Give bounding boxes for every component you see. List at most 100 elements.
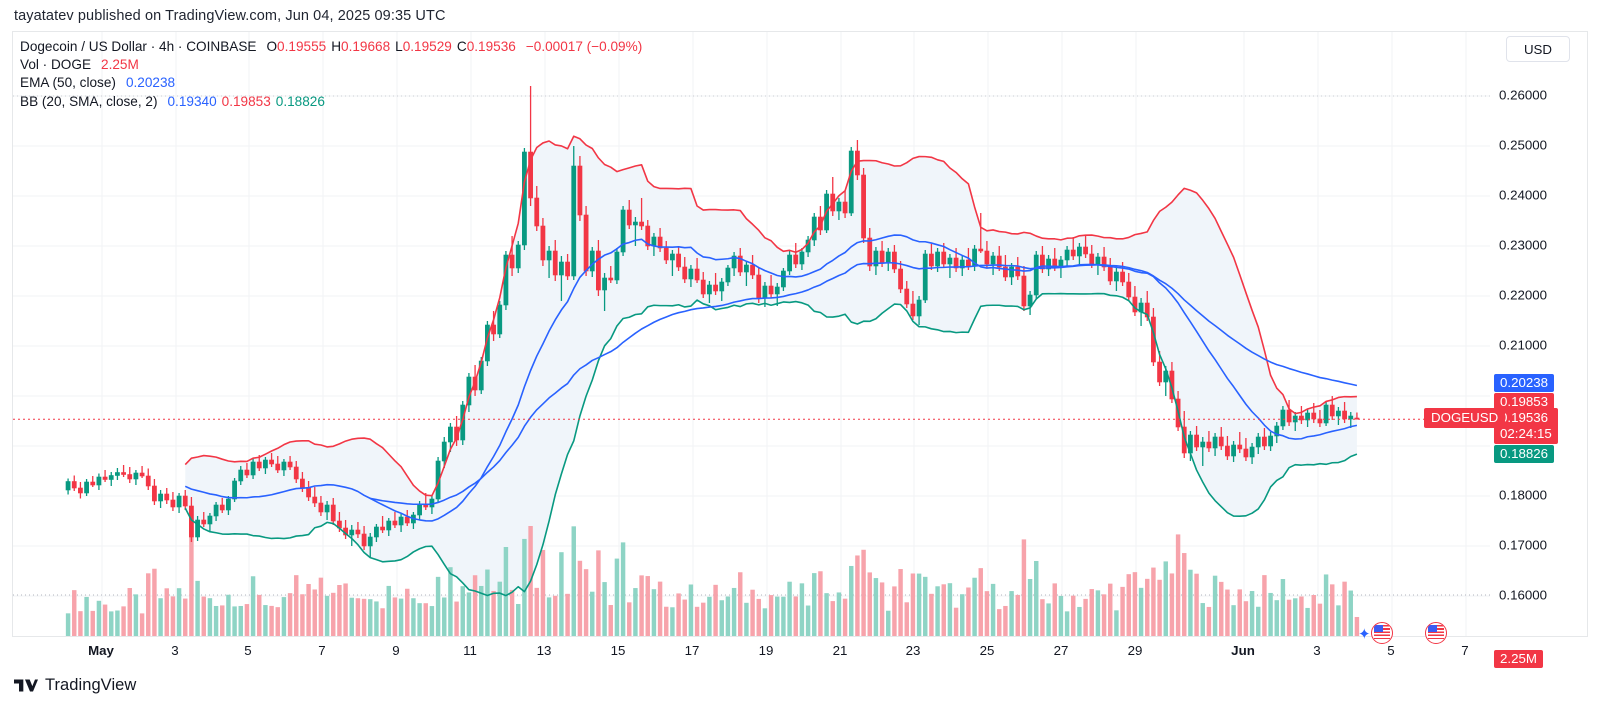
- candle-body: [195, 519, 200, 538]
- candle-body: [238, 469, 244, 482]
- candle-body: [559, 261, 564, 276]
- economic-event-flag-us-1[interactable]: [1371, 622, 1393, 644]
- volume-bar: [503, 547, 509, 636]
- volume-bar: [1132, 572, 1138, 636]
- candle-body: [380, 526, 385, 531]
- volume-bar: [799, 583, 805, 636]
- volume-bar: [633, 588, 638, 636]
- candle-body: [1268, 435, 1273, 447]
- volume-bar: [1108, 583, 1113, 636]
- sparkle-icon: ✦: [1358, 626, 1371, 643]
- ticker-price-line-label: DOGEUSD: [1424, 408, 1506, 429]
- candle-body: [1070, 249, 1076, 257]
- candle-body: [663, 247, 669, 261]
- candle-body: [1200, 441, 1206, 448]
- volume-bar: [133, 594, 139, 636]
- volume-bar: [1274, 600, 1279, 636]
- volume-bar: [1354, 616, 1360, 636]
- volume-bar: [429, 606, 435, 636]
- volume-bar: [287, 593, 293, 636]
- volume-bar: [158, 598, 163, 636]
- last-price-value: 0.19536: [1500, 410, 1549, 426]
- candle-body: [540, 225, 546, 261]
- candle-body: [1027, 294, 1033, 307]
- candle-body: [1126, 281, 1132, 298]
- price-axis[interactable]: USD 0.26000 0.25000 0.24000 0.23000 0.22000 0…: [1489, 31, 1588, 668]
- candle-body: [552, 250, 558, 276]
- candle-body: [676, 253, 681, 268]
- volume-bar: [1169, 573, 1175, 636]
- candle-body: [1255, 436, 1261, 448]
- volume-bar: [713, 584, 718, 636]
- volume-bar: [516, 603, 521, 636]
- candle-body: [127, 474, 133, 480]
- candle-body: [1157, 361, 1162, 383]
- candle-body: [583, 214, 589, 272]
- currency-badge[interactable]: USD: [1506, 36, 1570, 62]
- volume-bar: [824, 593, 829, 636]
- candle-body: [392, 520, 398, 526]
- volume-bar: [546, 597, 552, 636]
- volume-bar: [978, 568, 983, 636]
- candle-body: [1336, 410, 1341, 417]
- candle-body: [281, 461, 287, 471]
- volume-bar: [744, 602, 749, 636]
- candle-body: [213, 504, 219, 517]
- volume-bar: [306, 584, 311, 636]
- time-axis[interactable]: May 3 5 7 9 11 13 15 17 19 21 23 25 27 29 Jun 3 5 7: [12, 636, 1588, 665]
- volume-bar: [1046, 603, 1051, 636]
- candle-body: [959, 259, 965, 269]
- candle-body: [848, 150, 854, 214]
- candle-body: [799, 251, 805, 265]
- volume-bar: [1330, 584, 1335, 636]
- candle-body: [953, 257, 959, 269]
- volume-bar: [1206, 606, 1212, 636]
- candle-body: [873, 250, 879, 267]
- candle-body: [1348, 415, 1354, 420]
- candle-body: [1046, 258, 1051, 270]
- candle-body: [300, 478, 305, 489]
- candle-body: [1003, 266, 1008, 278]
- candle-body: [84, 481, 89, 494]
- volume-bar: [565, 593, 570, 636]
- volume-bar: [886, 610, 891, 636]
- candle-body: [1329, 404, 1335, 417]
- candle-body: [1040, 254, 1045, 270]
- volume-bar: [84, 596, 89, 636]
- candle-body: [108, 475, 114, 480]
- candle-body: [700, 279, 706, 295]
- grid-lines: [13, 32, 1490, 664]
- time-axis-tick: 7: [1461, 643, 1469, 658]
- volume-bar: [935, 586, 940, 636]
- volume-bar: [1268, 592, 1273, 636]
- volume-bar: [590, 591, 595, 636]
- price-axis-tick: 0.22000: [1499, 287, 1548, 303]
- economic-event-flag-us-2[interactable]: [1425, 622, 1447, 644]
- candle-body: [744, 264, 749, 273]
- volume-bar: [164, 588, 169, 636]
- volume-bar: [1034, 560, 1039, 636]
- volume-bar: [78, 611, 83, 636]
- volume-bar: [374, 601, 379, 636]
- time-axis-tick: 23: [905, 643, 921, 658]
- candle-body: [1120, 271, 1125, 283]
- candle-body: [448, 426, 453, 443]
- volume-bar: [855, 555, 860, 636]
- chart-plot-area[interactable]: Dogecoin / US Dollar · 4h · COINBASE O0.1…: [12, 31, 1588, 665]
- volume-bar: [873, 578, 879, 636]
- candle-body: [306, 487, 311, 498]
- candle-body: [1077, 246, 1082, 257]
- volume-bar: [738, 572, 743, 636]
- candle-body: [750, 264, 755, 276]
- candle-body: [984, 250, 990, 265]
- volume-bar: [762, 608, 768, 636]
- candle-body: [528, 151, 533, 199]
- candle-body: [1107, 266, 1113, 282]
- volume-bar: [1145, 578, 1150, 636]
- volume-bar: [337, 585, 342, 636]
- bollinger-upper-line: [184, 135, 1357, 497]
- candle-body: [250, 461, 256, 476]
- candle-body: [1286, 409, 1292, 423]
- candle-body: [737, 255, 743, 273]
